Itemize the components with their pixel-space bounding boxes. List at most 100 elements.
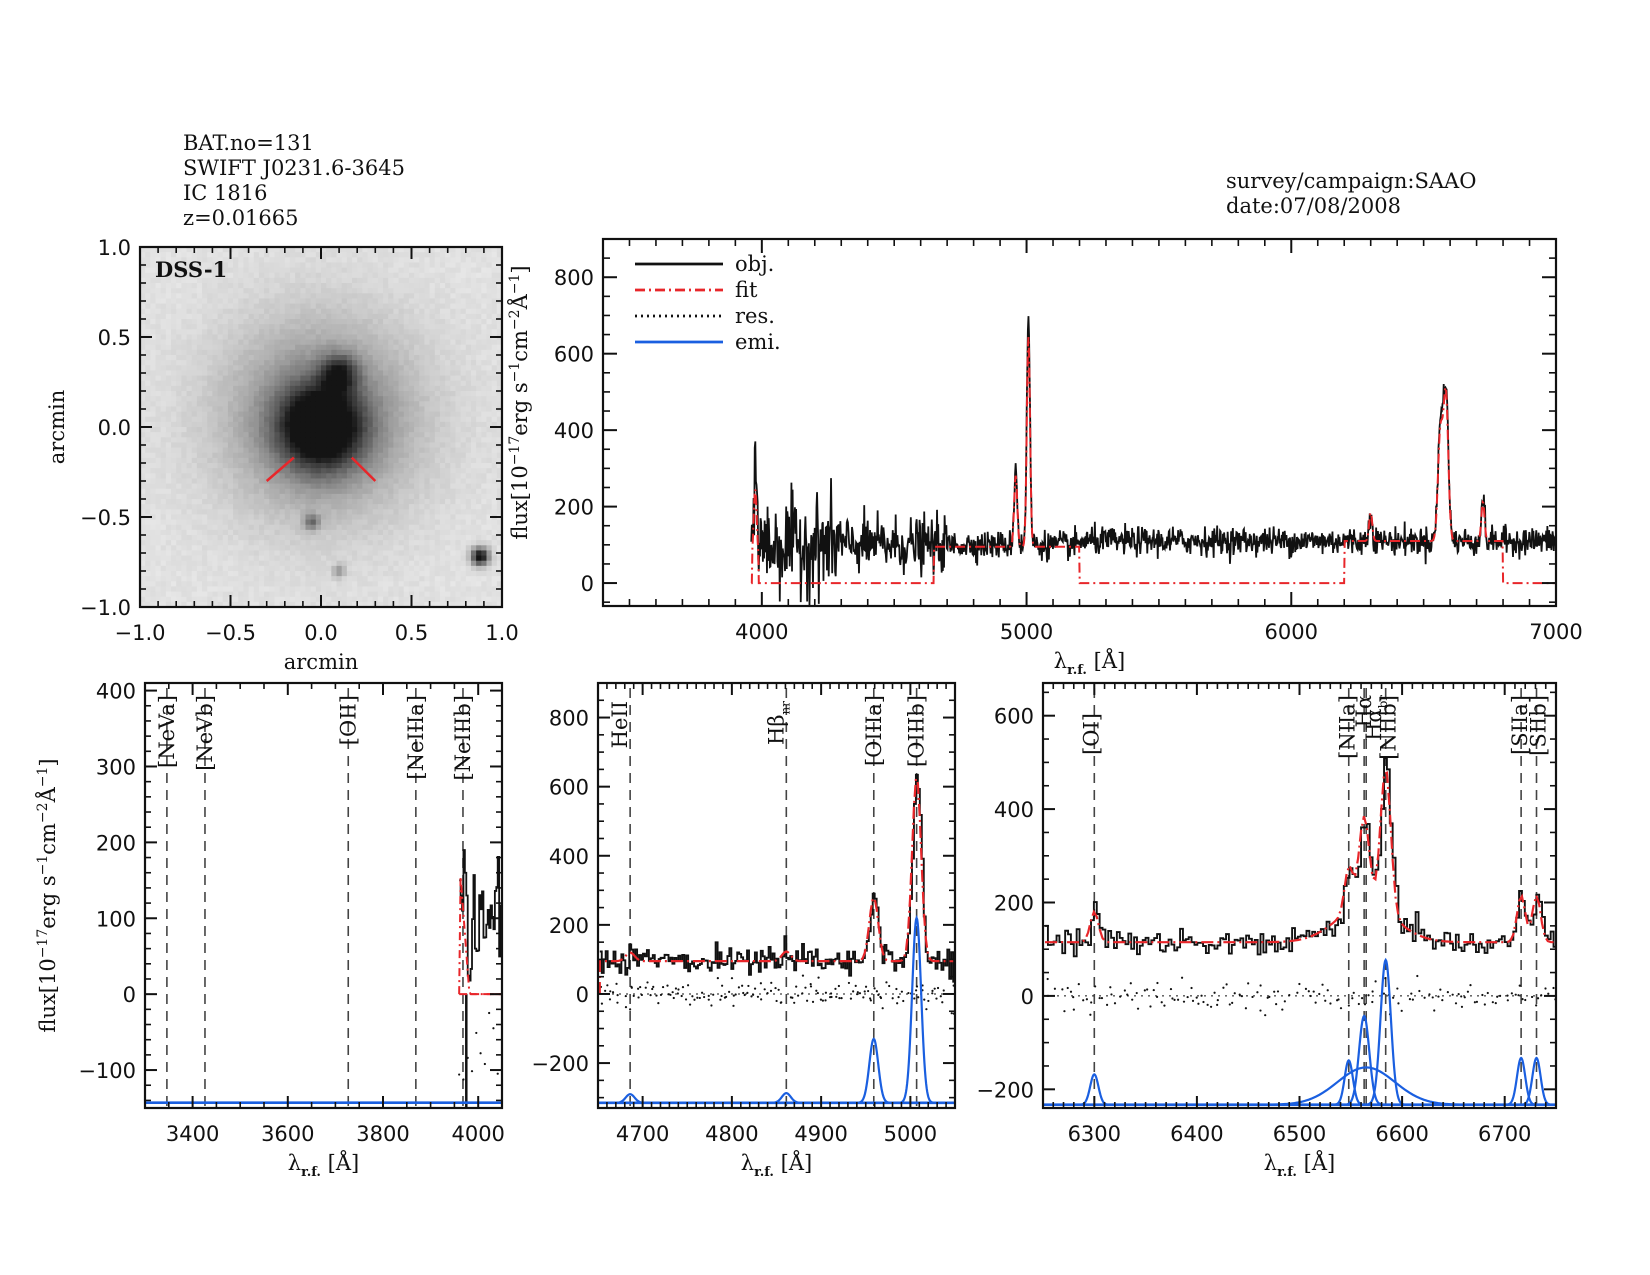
image-pixel <box>403 514 410 521</box>
image-pixel <box>419 308 426 315</box>
image-pixel <box>315 272 322 279</box>
image-pixel <box>388 442 394 449</box>
image-pixel <box>403 504 410 510</box>
image-pixel <box>305 324 312 330</box>
image-pixel <box>253 267 260 274</box>
image-pixel <box>196 329 203 336</box>
image-pixel <box>295 267 301 274</box>
image-pixel <box>377 540 384 546</box>
image-pixel <box>434 360 441 366</box>
image-pixel <box>341 267 348 274</box>
image-pixel <box>486 375 493 382</box>
image-pixel <box>403 401 410 408</box>
image-axes: −1.0 −0.5 0.0 0.5 1.0−1.0−0.50.00.51.0 <box>80 236 519 645</box>
image-pixel <box>326 375 332 382</box>
image-pixel <box>284 375 291 382</box>
image-pixel <box>186 591 193 598</box>
image-pixel <box>258 586 265 593</box>
image-pixel <box>419 293 426 300</box>
image-pixel <box>357 375 363 382</box>
image-pixel <box>258 339 265 346</box>
image-pixel <box>274 349 281 356</box>
image-pixel <box>367 257 374 264</box>
image-pixel <box>300 283 307 289</box>
image-pixel <box>439 365 446 372</box>
image-pixel <box>414 267 420 274</box>
image-pixel <box>222 550 229 557</box>
image-pixel <box>315 375 322 382</box>
image-pixel <box>212 339 219 346</box>
image-pixel <box>486 370 493 377</box>
image-pixel <box>300 478 307 485</box>
image-pixel <box>357 421 363 428</box>
image-pixel <box>460 540 467 546</box>
image-pixel <box>217 560 224 567</box>
image-pixel <box>300 401 307 408</box>
image-pixel <box>227 591 234 598</box>
image-pixel <box>289 488 296 495</box>
image-pixel <box>424 457 431 464</box>
image-pixel <box>202 478 208 485</box>
image-pixel <box>481 524 488 531</box>
image-pixel <box>186 293 193 300</box>
image-pixel <box>398 432 405 438</box>
image-pixel <box>238 365 245 372</box>
image-pixel <box>258 319 265 325</box>
image-pixel <box>419 375 426 382</box>
image-pixel <box>362 571 369 577</box>
image-pixel <box>295 457 301 464</box>
image-pixel <box>476 339 482 346</box>
image-pixel <box>233 545 239 552</box>
image-pixel <box>258 375 265 382</box>
image-pixel <box>326 596 332 603</box>
image-pixel <box>352 411 358 418</box>
image-pixel <box>222 349 229 356</box>
image-pixel <box>202 385 208 392</box>
image-pixel <box>171 355 177 361</box>
image-pixel <box>403 596 410 603</box>
image-pixel <box>439 586 446 593</box>
image-pixel <box>377 586 384 593</box>
image-pixel <box>321 586 327 593</box>
image-pixel <box>279 519 286 526</box>
image-pixel <box>171 447 177 454</box>
image-pixel <box>207 457 213 464</box>
image-pixel <box>315 355 322 361</box>
image-pixel <box>445 442 451 449</box>
image-pixel <box>196 365 203 372</box>
image-pixel <box>496 421 503 428</box>
image-pixel <box>434 411 441 418</box>
image-pixel <box>383 339 389 346</box>
image-pixel <box>398 334 405 341</box>
image-pixel <box>465 380 472 387</box>
image-pixel <box>445 488 451 495</box>
image-pixel <box>377 535 384 541</box>
image-pixel <box>486 591 493 598</box>
image-pixel <box>491 298 498 305</box>
image-pixel <box>331 519 338 526</box>
image-pixel <box>476 540 482 546</box>
image-pixel <box>445 540 451 546</box>
image-pixel <box>284 463 291 469</box>
image-pixel <box>264 463 270 469</box>
image-pixel <box>196 277 203 284</box>
image-pixel <box>357 601 363 608</box>
image-pixel <box>248 303 255 310</box>
image-pixel <box>212 442 219 449</box>
image-pixel <box>140 560 146 567</box>
image-pixel <box>481 473 488 480</box>
image-pixel <box>445 396 451 402</box>
image-pixel <box>289 283 296 289</box>
image-pixel <box>336 514 343 521</box>
image-pixel <box>243 360 250 366</box>
image-pixel <box>321 262 327 269</box>
image-pixel <box>496 457 503 464</box>
image-pixel <box>414 421 420 428</box>
image-pixel <box>393 355 400 361</box>
image-pixel <box>295 442 301 449</box>
image-pixel <box>269 524 276 531</box>
image-pixel <box>388 463 394 469</box>
image-pixel <box>284 601 291 608</box>
image-pixel <box>414 329 420 336</box>
image-pixel <box>227 499 234 505</box>
